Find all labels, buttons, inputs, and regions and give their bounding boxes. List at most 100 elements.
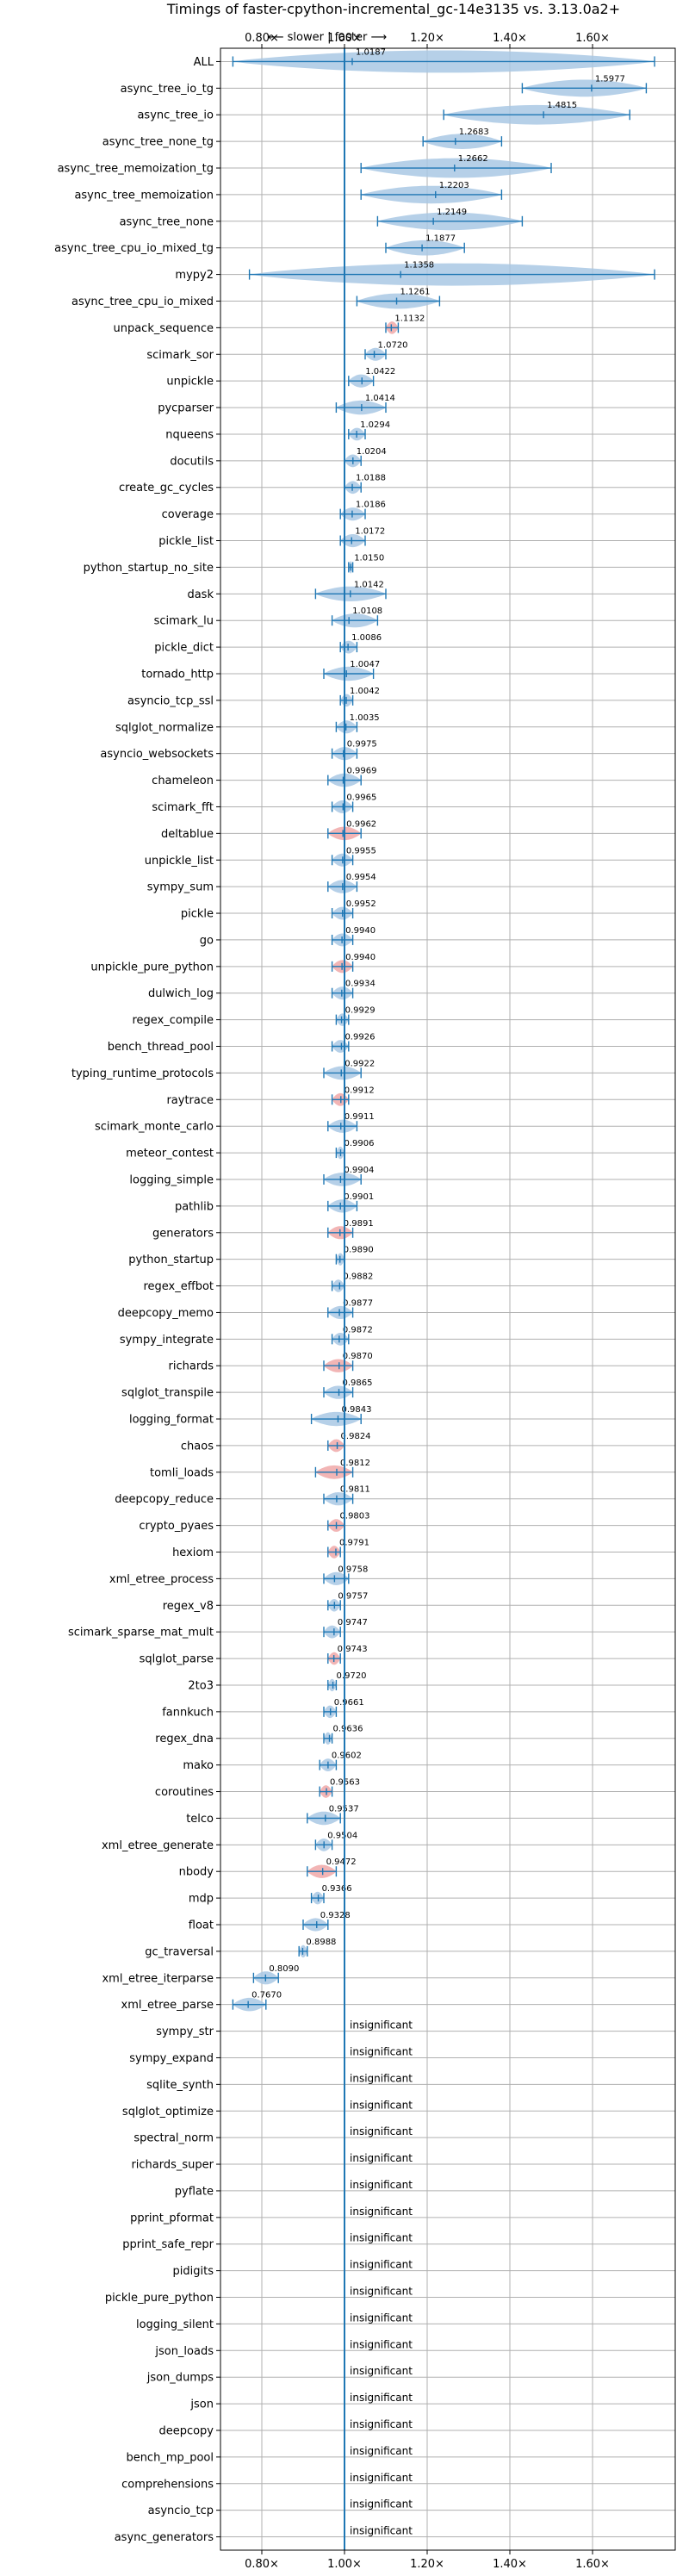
value-label: 0.9812 (340, 1459, 370, 1468)
benchmark-label: unpickle_pure_python (90, 961, 214, 974)
value-label: 1.0422 (365, 367, 395, 376)
value-label: 0.9743 (338, 1645, 368, 1654)
benchmark-label: pickle_dict (154, 642, 214, 655)
benchmark-label: scimark_fft (152, 801, 214, 814)
benchmark-label: comprehensions (121, 2478, 214, 2491)
insignificant-label: insignificant (350, 2445, 413, 2457)
value-label: 1.0204 (357, 447, 387, 457)
benchmark-label: sympy_sum (147, 881, 214, 894)
benchmark-label: pathlib (175, 1200, 214, 1213)
benchmark-label: sqlglot_normalize (115, 721, 214, 734)
benchmark-label: scimark_lu (154, 615, 214, 628)
value-label: 1.1261 (400, 287, 431, 296)
value-label: 0.9877 (343, 1298, 373, 1308)
benchmark-label: unpickle_list (145, 855, 214, 868)
benchmark-label: typing_runtime_protocols (71, 1067, 214, 1080)
x-tick-label-bottom: 1.00× (327, 2558, 362, 2571)
value-label: 1.0035 (350, 713, 380, 723)
x-tick-label-top: 1.60× (575, 32, 610, 45)
benchmark-label: pprint_pformat (130, 2212, 214, 2224)
benchmark-label: spectral_norm (133, 2132, 214, 2145)
benchmark-label: python_startup (128, 1254, 214, 1266)
benchmark-label: logging_simple (129, 1173, 214, 1186)
value-label: 0.9912 (344, 1086, 375, 1095)
value-label: 0.9952 (346, 899, 376, 909)
benchmark-label: pidigits (173, 2265, 214, 2278)
value-label: 0.9870 (343, 1352, 373, 1361)
value-label: 0.9969 (347, 767, 377, 776)
insignificant-label: insignificant (350, 2472, 413, 2484)
value-label: 1.1877 (425, 234, 456, 244)
value-label: 1.0414 (365, 394, 395, 403)
benchmark-label: mako (183, 1759, 214, 1772)
chart-title: Timings of faster-cpython-incremental_gc… (166, 1, 620, 18)
benchmark-label: richards_super (131, 2159, 214, 2172)
value-label: 0.9366 (322, 1884, 352, 1894)
value-label: 0.9758 (338, 1565, 368, 1574)
value-label: 0.9747 (338, 1618, 368, 1627)
benchmark-label: json_dumps (146, 2372, 214, 2385)
benchmark-label: nqueens (165, 428, 214, 441)
value-label: 0.9965 (346, 793, 376, 802)
insignificant-label: insignificant (350, 2152, 413, 2164)
x-tick-label-top: 1.00× (327, 32, 362, 45)
value-label: 0.9934 (345, 980, 376, 989)
value-label: 1.0142 (354, 580, 384, 589)
benchmark-label: tornado_http (141, 669, 214, 681)
benchmark-label: async_tree_memoization (74, 189, 214, 202)
benchmark-label: generators (152, 1227, 214, 1240)
value-label: 0.9926 (344, 1033, 375, 1042)
benchmark-label: unpickle (166, 376, 214, 389)
benchmark-label: asyncio_websockets (100, 748, 214, 761)
value-label: 0.9843 (341, 1405, 371, 1415)
value-label: 0.9328 (320, 1911, 351, 1920)
value-label: 0.9824 (341, 1432, 371, 1441)
benchmark-label: regex_dna (155, 1733, 214, 1745)
benchmark-label: async_tree_io (137, 109, 214, 122)
x-tick-label-bottom: 1.40× (493, 2558, 527, 2571)
benchmark-label: python_startup_no_site (84, 562, 214, 575)
benchmark-label: richards (169, 1360, 214, 1373)
benchmark-label: scimark_sor (146, 349, 214, 362)
value-label: 0.9890 (344, 1246, 374, 1255)
benchmark-label: hexiom (172, 1546, 214, 1559)
benchmark-label: docutils (170, 455, 214, 468)
benchmark-label: xml_etree_generate (102, 1839, 214, 1852)
benchmark-label: tomli_loads (150, 1466, 214, 1479)
benchmark-label: regex_compile (132, 1014, 214, 1027)
direction-note: ⟵ slower | faster ⟶ (268, 31, 387, 44)
benchmark-label: float (189, 1920, 214, 1932)
value-label: 1.2683 (459, 128, 489, 137)
value-label: 0.9922 (344, 1059, 375, 1068)
value-label: 0.9472 (326, 1857, 357, 1867)
value-label: 1.4815 (547, 101, 577, 110)
benchmark-label: xml_etree_process (109, 1573, 214, 1586)
insignificant-label: insignificant (350, 2259, 413, 2271)
benchmark-label: create_gc_cycles (119, 482, 214, 495)
benchmark-label: logging_silent (136, 2318, 214, 2331)
value-label: 1.0108 (352, 607, 382, 616)
benchmark-label: nbody (179, 1866, 214, 1879)
benchmark-label: sympy_integrate (120, 1334, 214, 1347)
benchmark-label: dulwich_log (148, 987, 214, 1000)
benchmark-label: mdp (189, 1893, 214, 1906)
insignificant-label: insignificant (350, 2418, 413, 2430)
value-label: 1.0172 (355, 527, 385, 537)
benchmark-label: dask (187, 588, 214, 601)
insignificant-label: insignificant (350, 2498, 413, 2511)
benchmark-label: mypy2 (175, 269, 214, 282)
insignificant-label: insignificant (350, 2125, 413, 2137)
benchmark-label: ALL (194, 56, 214, 69)
benchmark-label: scimark_monte_carlo (95, 1121, 214, 1134)
benchmark-label: pyflate (175, 2185, 214, 2198)
benchmark-label: pickle (181, 908, 214, 921)
benchmark-label: asyncio_tcp_ssl (127, 694, 214, 707)
benchmark-label: xml_etree_parse (121, 1999, 214, 2012)
benchmark-label: pickle_list (158, 535, 214, 548)
value-label: 0.9661 (334, 1698, 364, 1708)
insignificant-label: insignificant (350, 2286, 413, 2298)
value-label: 0.9811 (340, 1485, 370, 1495)
value-label: 0.9757 (338, 1591, 368, 1601)
x-tick-label-top: 1.20× (410, 32, 444, 45)
